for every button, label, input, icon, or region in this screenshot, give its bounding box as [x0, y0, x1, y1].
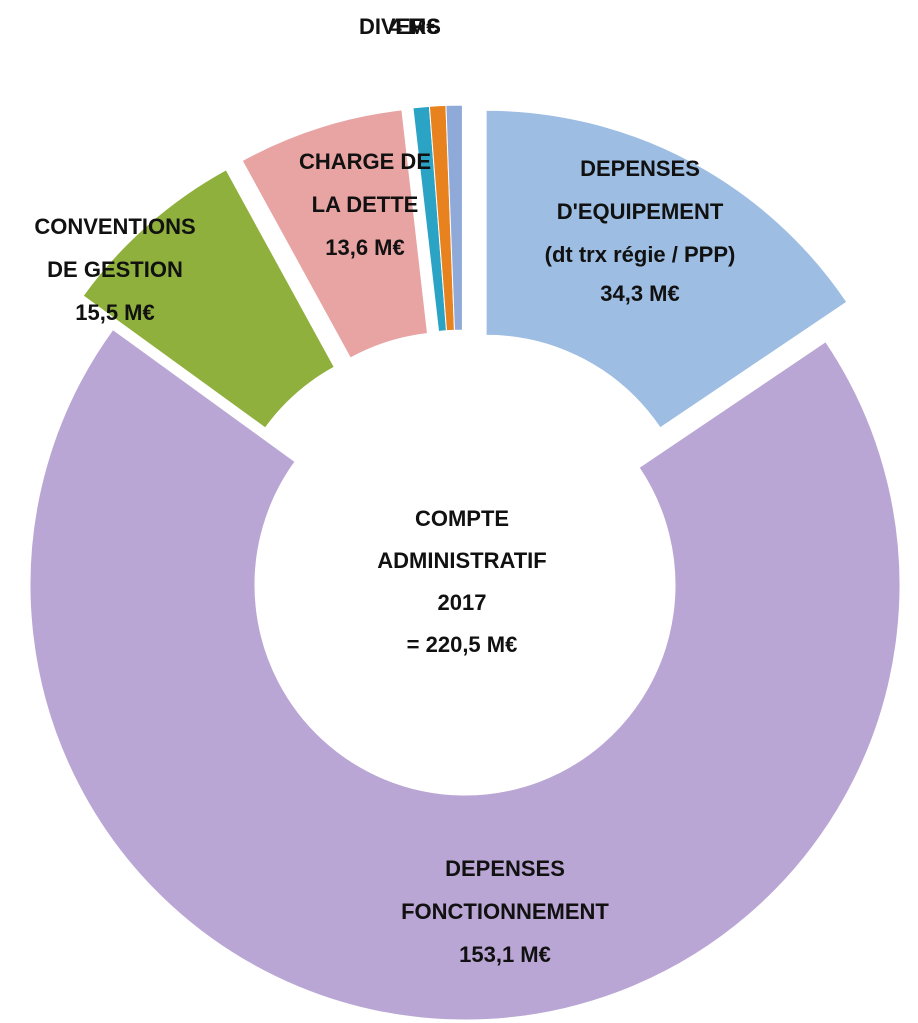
donut-slice: [485, 109, 848, 429]
value-label: 13,6 M€: [325, 235, 405, 260]
value-label: 153,1 M€: [459, 942, 551, 967]
center-label: 2017: [438, 590, 487, 615]
center-label: ADMINISTRATIF: [377, 548, 546, 573]
value-label: 15,5 M€: [75, 300, 155, 325]
value-label: 34,3 M€: [600, 281, 680, 306]
slice-label: DIVERS: [359, 14, 441, 39]
donut-slice: [445, 104, 463, 331]
slice-label: DEPENSES: [580, 156, 700, 181]
slice-label: FONCTIONNEMENT: [401, 899, 609, 924]
slice-label: CHARGE DE: [299, 149, 431, 174]
slice-label: DE GESTION: [47, 257, 183, 282]
value-label: 4 M€: [390, 14, 439, 39]
slice-label: D'EQUIPEMENT: [557, 199, 724, 224]
donut-slice: [29, 328, 901, 1021]
slice-label: DEPENSES: [445, 856, 565, 881]
slice-label: LA DETTE: [312, 192, 419, 217]
slice-label: (dt trx régie / PPP): [545, 242, 736, 267]
donut-slice: [241, 109, 429, 359]
center-label: COMPTE: [415, 506, 509, 531]
slice-label: CONVENTIONS: [34, 214, 195, 239]
donut-slice: [82, 169, 335, 429]
center-label: = 220,5 M€: [407, 632, 518, 657]
